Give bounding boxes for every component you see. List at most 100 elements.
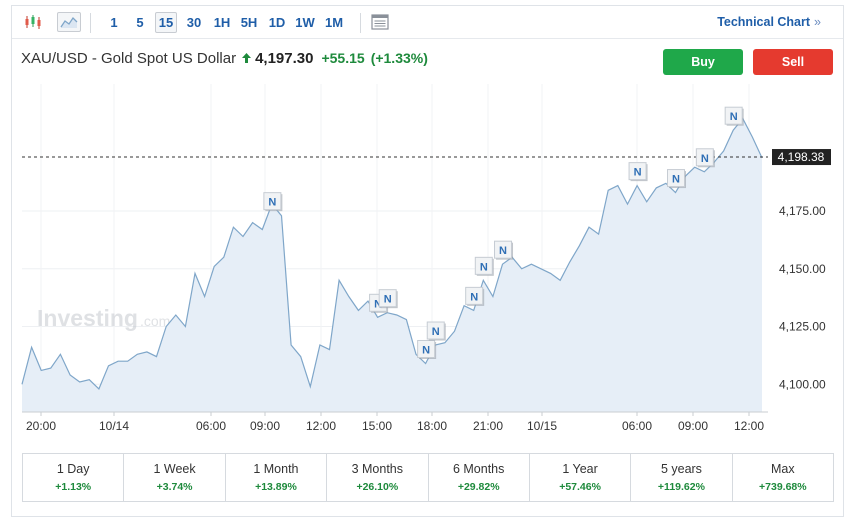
news-marker[interactable]: N xyxy=(667,169,687,189)
news-marker-box xyxy=(417,339,436,358)
news-marker-label: N xyxy=(499,245,507,257)
news-marker-box xyxy=(494,240,513,259)
performance-period: 3 Months xyxy=(351,462,404,476)
news-marker-box xyxy=(695,148,714,167)
x-tick-label: 09:00 xyxy=(678,419,708,433)
news-marker[interactable]: N xyxy=(474,256,494,276)
performance-change: +739.68% xyxy=(759,481,807,493)
toolbar-divider xyxy=(360,13,361,33)
news-marker[interactable]: N xyxy=(426,321,446,341)
performance-bar: 1 Day +1.13% 1 Week +3.74% 1 Month +13.89% 3 M… xyxy=(22,453,834,502)
interval-button-1h[interactable]: 1H xyxy=(213,15,231,30)
performance-period: 6 Months xyxy=(452,462,505,476)
news-marker-label: N xyxy=(634,167,642,179)
y-tick-label: 4,175.00 xyxy=(779,204,826,218)
news-marker-box xyxy=(465,286,484,305)
performance-period: 1 Week xyxy=(153,462,196,476)
sell-button[interactable]: Sell xyxy=(753,49,833,75)
news-marker[interactable]: N xyxy=(263,192,283,212)
performance-change: +1.13% xyxy=(55,481,92,493)
performance-period: 1 Month xyxy=(253,462,299,476)
news-marker-box xyxy=(628,162,647,181)
x-tick-label: 06:00 xyxy=(196,419,226,433)
news-marker[interactable]: N xyxy=(378,289,398,309)
table-icon[interactable] xyxy=(369,12,391,32)
performance-cell[interactable]: 1 Day +1.13% xyxy=(23,454,125,501)
investing-watermark: Investing .com xyxy=(37,305,170,331)
interval-button-1w[interactable]: 1W xyxy=(295,15,315,30)
x-axis: 20:00 10/14 06:00 09:00 12:00 15:00 18:00 21:00… xyxy=(22,411,768,433)
news-marker[interactable]: N xyxy=(628,162,648,182)
news-marker-box xyxy=(426,321,445,340)
instrument-name: XAU/USD - Gold Spot US Dollar xyxy=(21,50,237,67)
chart-toolbar: 1 5 15 30 1H 5H 1D 1W 1M Technical Chart» xyxy=(12,6,843,39)
performance-cell[interactable]: 6 Months +29.82% xyxy=(429,454,530,501)
news-marker-box xyxy=(724,106,743,125)
area-chart-icon[interactable] xyxy=(57,12,81,32)
x-tick-label: 09:00 xyxy=(250,419,280,433)
interval-button-1[interactable]: 1 xyxy=(110,15,118,30)
buy-button[interactable]: Buy xyxy=(663,49,743,75)
performance-cell[interactable]: 1 Month +13.89% xyxy=(226,454,328,501)
toolbar-divider xyxy=(90,13,91,33)
chevron-right-icon: » xyxy=(814,15,821,29)
x-tick-label: 12:00 xyxy=(306,419,336,433)
price-area xyxy=(22,118,762,412)
price-tag-bg xyxy=(772,149,831,166)
x-tick-label: 18:00 xyxy=(417,419,447,433)
news-marker-label: N xyxy=(422,344,430,356)
news-marker[interactable]: N xyxy=(724,106,744,126)
performance-cell[interactable]: 5 years +119.62% xyxy=(631,454,733,501)
performance-change: +13.89% xyxy=(255,481,297,493)
performance-cell[interactable]: 1 Year +57.46% xyxy=(530,454,632,501)
technical-chart-label: Technical Chart xyxy=(717,15,811,29)
performance-change: +29.82% xyxy=(457,481,500,493)
watermark-suffix: .com xyxy=(140,313,170,329)
interval-button-5[interactable]: 5 xyxy=(136,15,144,30)
arrow-up-icon xyxy=(242,53,252,66)
interval-button-1m[interactable]: 1M xyxy=(324,15,344,30)
interval-button-15[interactable]: 15 xyxy=(155,12,177,33)
interval-button-5h[interactable]: 5H xyxy=(240,15,258,30)
x-tick-label: 06:00 xyxy=(622,419,652,433)
news-marker-label: N xyxy=(672,174,680,186)
news-marker-label: N xyxy=(268,197,276,209)
performance-period: 1 Year xyxy=(562,462,598,476)
current-price-tag: 4,198.38 xyxy=(772,149,831,166)
y-axis: 4,175.00 4,150.00 4,125.00 4,100.00 xyxy=(779,204,826,391)
news-marker-label: N xyxy=(384,294,392,306)
interval-button-1d[interactable]: 1D xyxy=(268,15,286,30)
news-marker-label: N xyxy=(701,153,709,165)
x-tick-label: 10/15 xyxy=(527,419,557,433)
interval-button-30[interactable]: 30 xyxy=(186,15,202,30)
performance-period: 5 years xyxy=(660,462,702,476)
news-marker[interactable]: N xyxy=(465,286,485,306)
watermark-brand: Investing xyxy=(37,305,138,331)
x-tick-label: 12:00 xyxy=(734,419,764,433)
news-marker-box xyxy=(474,256,493,275)
news-marker-label: N xyxy=(432,326,440,338)
performance-change: +57.46% xyxy=(559,481,601,493)
price-change-percent: (+1.33%) xyxy=(370,50,428,66)
chart-widget: 1 5 15 30 1H 5H 1D 1W 1M Technical Chart» XAU/US… xyxy=(11,5,844,517)
news-marker-box xyxy=(378,289,397,308)
news-marker[interactable]: N xyxy=(417,339,437,359)
performance-cell[interactable]: 3 Months +26.10% xyxy=(327,454,429,501)
performance-change: +3.74% xyxy=(156,481,193,493)
performance-cell[interactable]: Max +739.68% xyxy=(733,454,833,501)
news-marker[interactable]: N xyxy=(695,148,715,168)
performance-cell[interactable]: 1 Week +3.74% xyxy=(124,454,226,501)
news-marker[interactable]: N xyxy=(494,240,514,260)
candlestick-icon[interactable] xyxy=(22,12,44,32)
price-change: +55.15 xyxy=(321,50,365,66)
news-marker-label: N xyxy=(480,261,488,273)
news-marker-label: N xyxy=(374,298,382,310)
performance-change: +26.10% xyxy=(356,481,399,493)
performance-period: 1 Day xyxy=(56,462,90,476)
technical-chart-link[interactable]: Technical Chart» xyxy=(717,15,821,29)
quote-header: XAU/USD - Gold Spot US Dollar 4,197.30 +… xyxy=(21,50,428,67)
x-tick-label: 21:00 xyxy=(473,419,503,433)
y-tick-label: 4,125.00 xyxy=(779,320,826,334)
